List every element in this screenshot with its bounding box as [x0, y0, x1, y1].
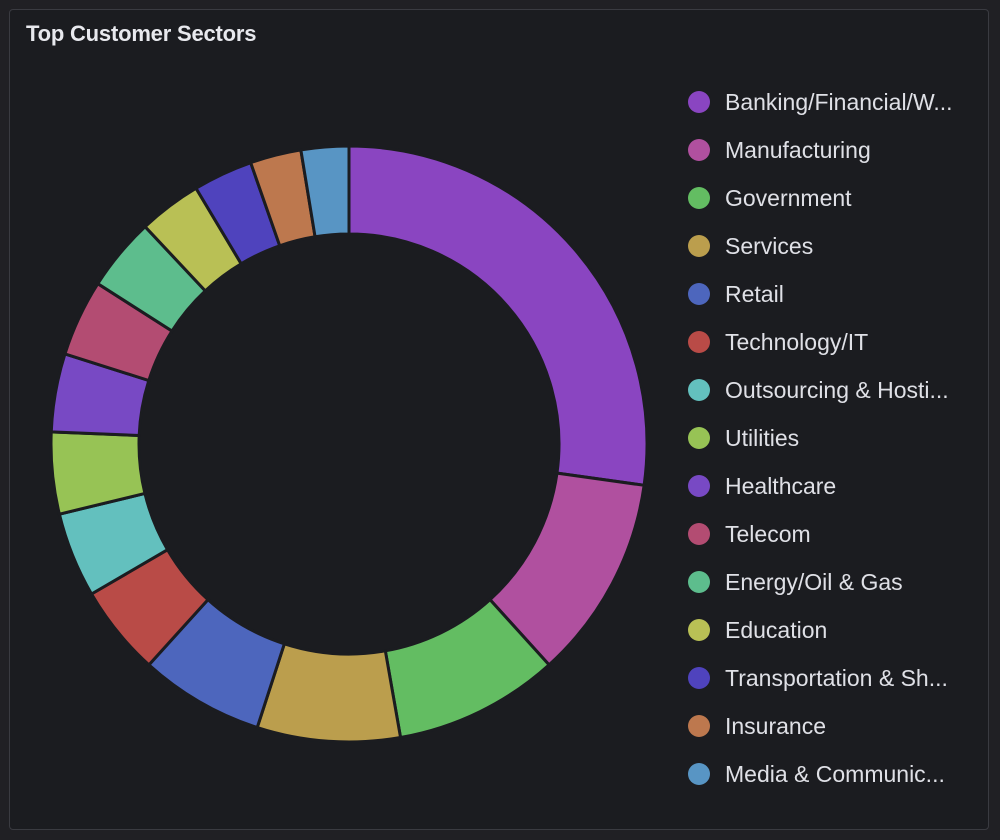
legend-item-utilities[interactable]: Utilities	[688, 414, 984, 462]
legend-item-education[interactable]: Education	[688, 606, 984, 654]
legend-swatch	[688, 715, 710, 737]
legend-label: Telecom	[725, 520, 811, 547]
legend-item-banking-financial-w[interactable]: Banking/Financial/W...	[688, 78, 984, 126]
legend-item-government[interactable]: Government	[688, 174, 984, 222]
legend-swatch	[688, 379, 710, 401]
legend-label: Banking/Financial/W...	[725, 88, 953, 115]
chart-panel: Top Customer Sectors Banking/Financial/W…	[9, 9, 989, 830]
legend-swatch	[688, 91, 710, 113]
panel-title: Top Customer Sectors	[26, 21, 257, 46]
legend-label: Transportation & Sh...	[725, 664, 948, 691]
legend-swatch	[688, 331, 710, 353]
legend-item-retail[interactable]: Retail	[688, 270, 984, 318]
legend-item-telecom[interactable]: Telecom	[688, 510, 984, 558]
legend-label: Utilities	[725, 424, 800, 451]
legend-swatch	[688, 139, 710, 161]
slice-banking-financial-w[interactable]	[347, 144, 649, 488]
legend-label: Technology/IT	[725, 328, 869, 355]
legend-item-services[interactable]: Services	[688, 222, 984, 270]
legend-swatch	[688, 523, 710, 545]
legend-swatch	[688, 427, 710, 449]
donut-chart	[49, 144, 649, 744]
legend-item-technology-it[interactable]: Technology/IT	[688, 318, 984, 366]
legend-swatch	[688, 187, 710, 209]
legend-item-manufacturing[interactable]: Manufacturing	[688, 126, 984, 174]
legend-swatch	[688, 763, 710, 785]
legend-label: Government	[725, 184, 852, 211]
legend-swatch	[688, 283, 710, 305]
legend-swatch	[688, 475, 710, 497]
legend-label: Healthcare	[725, 472, 837, 499]
legend-label: Media & Communic...	[725, 760, 945, 787]
legend-item-outsourcing-hosti[interactable]: Outsourcing & Hosti...	[688, 366, 984, 414]
legend-label: Education	[725, 616, 828, 643]
legend-label: Insurance	[725, 712, 827, 739]
legend-label: Energy/Oil & Gas	[725, 568, 903, 595]
legend-item-healthcare[interactable]: Healthcare	[688, 462, 984, 510]
legend-label: Services	[725, 232, 814, 259]
legend-swatch	[688, 235, 710, 257]
legend-swatch	[688, 667, 710, 689]
legend-item-energy-oil-gas[interactable]: Energy/Oil & Gas	[688, 558, 984, 606]
slice-media-communic[interactable]	[299, 144, 351, 239]
legend-item-transportation-sh[interactable]: Transportation & Sh...	[688, 654, 984, 702]
legend-label: Manufacturing	[725, 136, 871, 163]
legend-swatch	[688, 571, 710, 593]
legend-swatch	[688, 619, 710, 641]
legend-item-media-communic[interactable]: Media & Communic...	[688, 750, 984, 798]
chart-legend: Banking/Financial/W... Manufacturing Gover…	[688, 78, 984, 798]
legend-item-insurance[interactable]: Insurance	[688, 702, 984, 750]
legend-label: Retail	[725, 280, 784, 307]
legend-label: Outsourcing & Hosti...	[725, 376, 949, 403]
